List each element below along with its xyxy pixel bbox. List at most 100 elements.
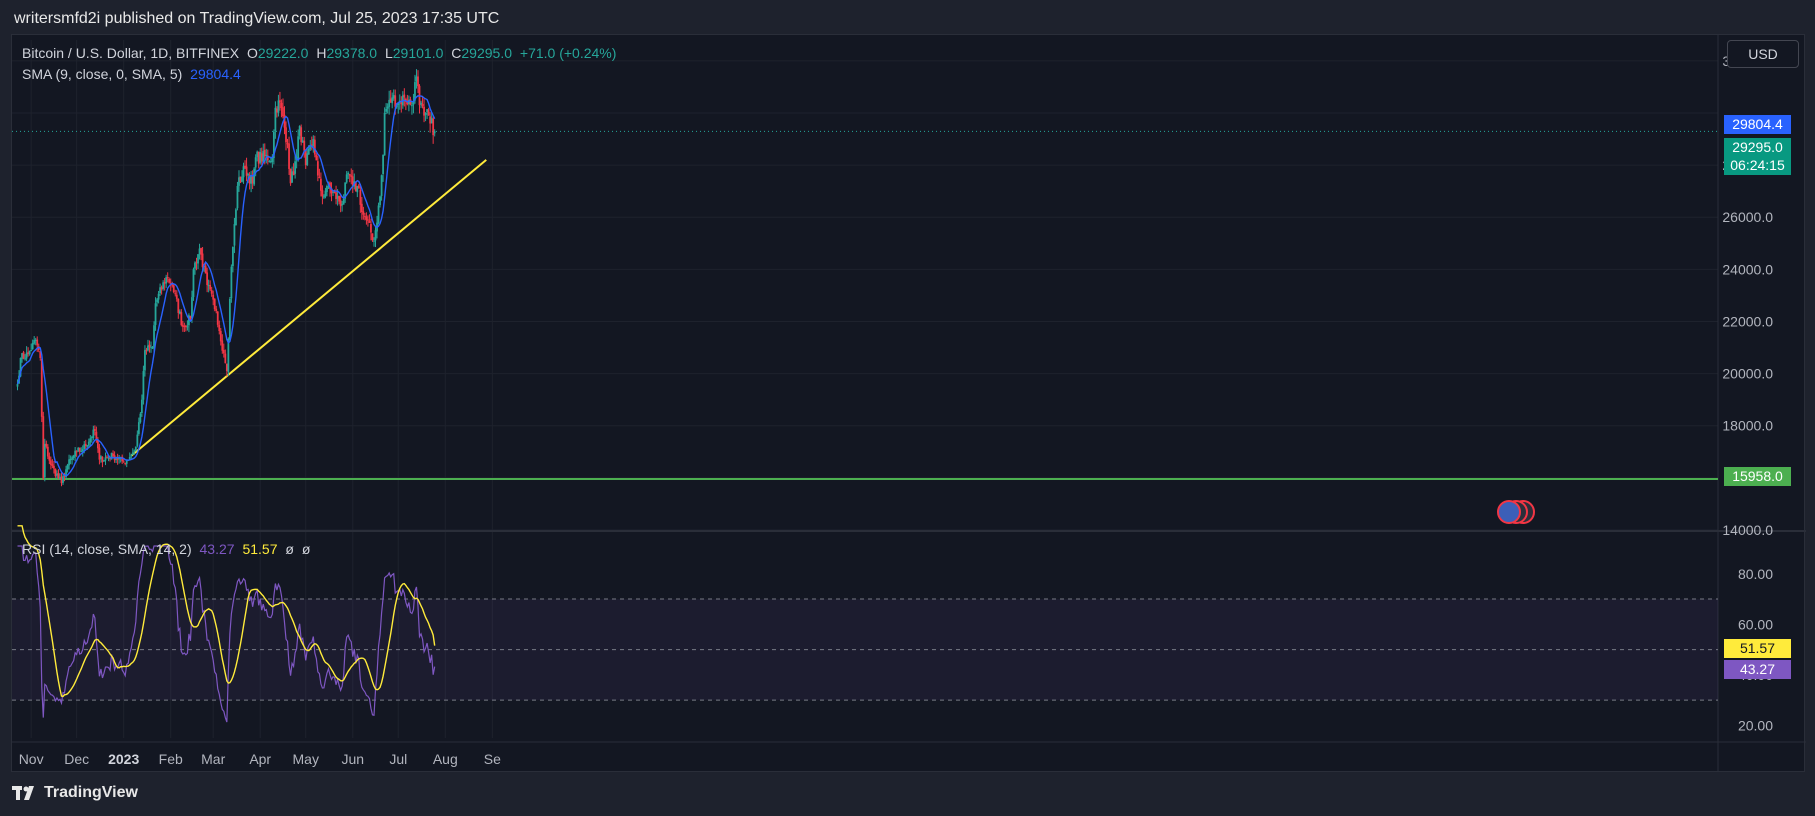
rsi-line bbox=[17, 545, 436, 723]
price-axis-label: 18000.0 bbox=[1722, 418, 1773, 434]
candle-body bbox=[71, 457, 74, 460]
rsi-ma-price-tag: 51.57 bbox=[1724, 639, 1791, 658]
candle-body bbox=[417, 76, 419, 87]
candle-body bbox=[228, 298, 231, 340]
ohlc-close-label: C bbox=[451, 45, 462, 61]
candle-body bbox=[241, 176, 243, 182]
candle-body bbox=[130, 455, 133, 457]
candle-body bbox=[97, 439, 99, 449]
footer-logo-text: TradingView bbox=[44, 784, 138, 801]
candle-body bbox=[39, 351, 42, 358]
candle-body bbox=[89, 438, 92, 443]
candle-body bbox=[45, 443, 48, 447]
time-axis-label: 2023 bbox=[108, 751, 139, 767]
candle-body bbox=[233, 224, 236, 246]
candle-body bbox=[338, 195, 341, 202]
sma-price-tag: 29804.4 bbox=[1724, 115, 1791, 134]
sma-legend: SMA (9, close, 0, SMA, 5) 29804.4 bbox=[22, 66, 245, 82]
candle-body bbox=[423, 106, 425, 116]
candle-body bbox=[98, 447, 101, 460]
candle-body bbox=[24, 358, 26, 360]
rsi-axis-label: 80.00 bbox=[1738, 566, 1773, 582]
us-flag-event-icon[interactable] bbox=[1497, 500, 1543, 524]
candle-body bbox=[377, 205, 380, 223]
candle-body bbox=[253, 168, 256, 185]
candle-body bbox=[420, 102, 422, 105]
candle-body bbox=[174, 293, 177, 295]
candle-body bbox=[78, 447, 81, 452]
candle-body bbox=[166, 276, 169, 279]
candle-body bbox=[326, 185, 328, 192]
candle-body bbox=[391, 97, 394, 104]
candle-body bbox=[36, 339, 39, 346]
candle-body bbox=[83, 444, 86, 450]
candle-body bbox=[397, 102, 400, 105]
candle-body bbox=[380, 175, 383, 196]
candle-body bbox=[59, 477, 61, 479]
candle-body bbox=[232, 246, 234, 267]
candle-body bbox=[291, 171, 293, 183]
time-axis-label: Se bbox=[484, 751, 501, 767]
publish-header: writersmfd2i published on TradingView.co… bbox=[0, 0, 1815, 34]
candle-body bbox=[122, 461, 125, 463]
candle-body bbox=[40, 358, 43, 417]
candle-body bbox=[171, 284, 174, 286]
candle-body bbox=[342, 198, 345, 205]
candle-body bbox=[172, 285, 175, 293]
candle-body bbox=[427, 109, 430, 116]
candle-body bbox=[110, 452, 113, 460]
candle-body bbox=[277, 100, 280, 113]
time-axis-label: Feb bbox=[159, 751, 183, 767]
candle-body bbox=[304, 149, 307, 166]
candle-body bbox=[239, 176, 242, 183]
candle-body bbox=[263, 149, 266, 157]
candle-body bbox=[303, 140, 306, 151]
candle-body bbox=[354, 181, 357, 192]
footer: TradingView bbox=[0, 774, 1815, 816]
candle-body bbox=[28, 350, 31, 355]
candle-body bbox=[115, 458, 118, 460]
symbol-title[interactable]: Bitcoin / U.S. Dollar, 1D, BITFINEX bbox=[22, 45, 240, 61]
candle-body bbox=[189, 316, 192, 319]
time-axis-label: May bbox=[293, 751, 319, 767]
sma-value: 29804.4 bbox=[190, 66, 241, 82]
ohlc-high-label: H bbox=[316, 45, 327, 61]
rsi-label[interactable]: RSI (14, close, SMA, 14, 2) bbox=[22, 541, 192, 557]
currency-button[interactable]: USD bbox=[1727, 40, 1799, 68]
candle-body bbox=[90, 437, 93, 439]
rsi-ma-line bbox=[17, 525, 436, 698]
candle-body bbox=[75, 451, 78, 453]
candle-body bbox=[219, 330, 222, 342]
candle-body bbox=[69, 459, 72, 461]
candle-body bbox=[109, 458, 111, 460]
candle-body bbox=[247, 174, 249, 176]
candle-body bbox=[124, 462, 127, 464]
sma-label[interactable]: SMA (9, close, 0, SMA, 5) bbox=[22, 66, 183, 82]
candle-body bbox=[215, 308, 218, 312]
candle-body bbox=[348, 174, 351, 176]
candle-body bbox=[33, 340, 36, 344]
candle-body bbox=[165, 277, 168, 284]
candle-body bbox=[251, 175, 254, 184]
candle-body bbox=[180, 312, 183, 326]
candle-body bbox=[104, 457, 107, 461]
candle-body bbox=[137, 422, 140, 434]
candle-body bbox=[48, 456, 51, 461]
candle-body bbox=[87, 441, 90, 446]
candle-body bbox=[430, 118, 433, 124]
candle-body bbox=[206, 272, 209, 285]
candle-body bbox=[56, 473, 58, 476]
candle-body bbox=[162, 282, 165, 289]
candle-body bbox=[415, 76, 418, 82]
candle-body bbox=[212, 294, 215, 300]
tradingview-logo[interactable]: TradingView bbox=[12, 784, 138, 802]
candle-body bbox=[192, 269, 195, 298]
candle-body bbox=[197, 254, 199, 264]
candle-body bbox=[66, 464, 69, 470]
candle-body bbox=[200, 248, 202, 255]
candle-body bbox=[42, 416, 45, 478]
candle-body bbox=[159, 287, 161, 294]
candle-body bbox=[269, 161, 272, 163]
candle-body bbox=[385, 108, 388, 112]
